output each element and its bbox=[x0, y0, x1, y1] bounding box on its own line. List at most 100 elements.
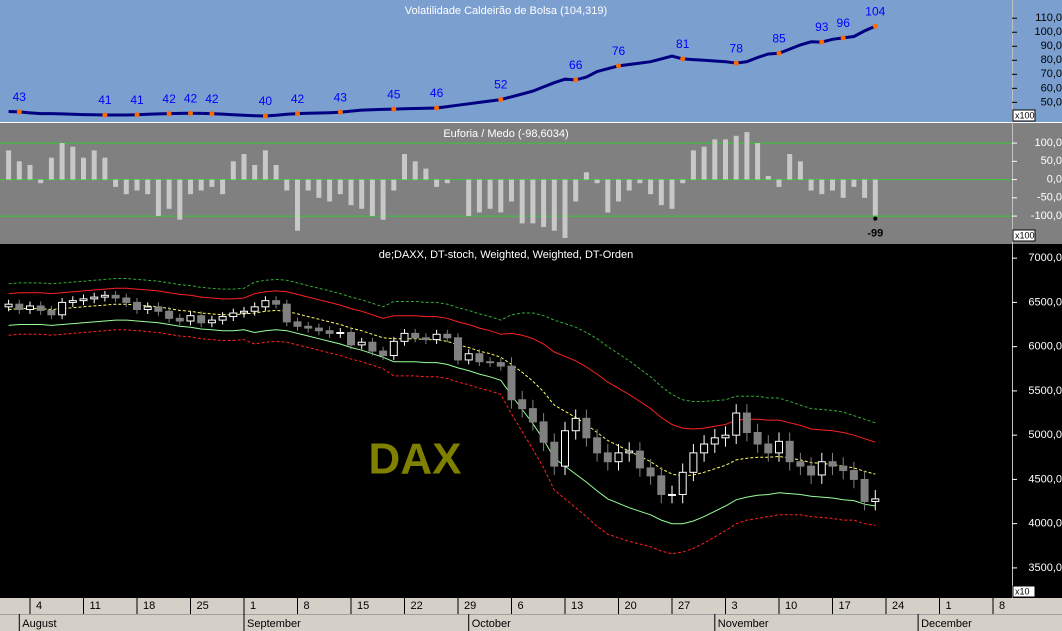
x-tick-label: 3 bbox=[732, 600, 738, 612]
candle-body bbox=[721, 434, 730, 439]
bar bbox=[573, 179, 579, 202]
x-tick-label: 8 bbox=[999, 600, 1005, 612]
bar bbox=[81, 157, 86, 180]
bar bbox=[723, 139, 728, 180]
candle-body bbox=[68, 300, 77, 303]
candle-body bbox=[90, 296, 99, 300]
candle-body bbox=[240, 310, 248, 314]
candle-body bbox=[561, 430, 569, 467]
x-tick-label: 24 bbox=[892, 600, 904, 612]
bar bbox=[787, 154, 793, 180]
month-label: September bbox=[247, 618, 301, 630]
y-tick-label: 6000,0 bbox=[1028, 341, 1062, 353]
y-tick-label: 6500,0 bbox=[1028, 296, 1062, 308]
bar bbox=[391, 179, 397, 191]
bar bbox=[177, 179, 183, 220]
candle-body bbox=[710, 437, 719, 445]
x-tick-label: 27 bbox=[678, 600, 690, 612]
x-tick-label: 18 bbox=[143, 600, 155, 612]
bar bbox=[776, 179, 782, 187]
bar bbox=[241, 154, 247, 180]
x-tick-label: 10 bbox=[785, 600, 797, 612]
y-tick-label: 100,0 bbox=[1034, 26, 1062, 38]
bar bbox=[637, 179, 643, 184]
candle-body bbox=[796, 461, 805, 467]
scale-box bbox=[1012, 229, 1036, 242]
candle-body bbox=[678, 471, 687, 495]
bar bbox=[262, 150, 268, 180]
bar bbox=[583, 172, 589, 180]
value-marker bbox=[573, 77, 579, 83]
bar bbox=[487, 179, 493, 209]
candle-body bbox=[700, 443, 709, 454]
candle-body bbox=[454, 337, 462, 361]
y-tick-label: 5500,0 bbox=[1028, 385, 1062, 397]
bar bbox=[434, 179, 440, 187]
candle-body bbox=[36, 305, 45, 311]
value-marker bbox=[840, 35, 846, 41]
y-tick-label: 7000,0 bbox=[1028, 252, 1062, 264]
bar bbox=[359, 179, 365, 209]
candle-body bbox=[207, 319, 216, 324]
bar bbox=[530, 179, 536, 224]
bar bbox=[316, 179, 322, 198]
value-marker bbox=[498, 97, 504, 103]
band-line bbox=[8, 278, 876, 424]
bar bbox=[851, 179, 857, 187]
y-tick-label: 80,0 bbox=[1041, 54, 1062, 66]
value-marker bbox=[872, 23, 878, 29]
candle-body bbox=[668, 493, 676, 496]
value-marker bbox=[134, 112, 140, 118]
bar bbox=[134, 179, 140, 191]
bar bbox=[551, 179, 557, 231]
value-label: 81 bbox=[676, 37, 690, 51]
bar bbox=[102, 157, 108, 180]
bar bbox=[423, 168, 429, 180]
candle-body bbox=[400, 332, 409, 342]
value-label: 96 bbox=[837, 16, 851, 30]
bar bbox=[594, 179, 600, 184]
bar bbox=[59, 143, 65, 180]
value-marker bbox=[188, 110, 193, 116]
bar bbox=[48, 157, 54, 180]
candle-body bbox=[464, 353, 473, 361]
candle-body bbox=[785, 440, 794, 463]
x-tick-label: 25 bbox=[197, 600, 209, 612]
y-tick-label: 3500,0 bbox=[1028, 562, 1062, 574]
candle-body bbox=[175, 317, 184, 322]
bar bbox=[380, 179, 386, 220]
value-marker bbox=[819, 39, 825, 45]
candle-body bbox=[528, 408, 537, 423]
candle-body bbox=[133, 301, 141, 310]
value-marker bbox=[295, 111, 300, 117]
x-tick-label: 13 bbox=[571, 600, 583, 612]
bar bbox=[113, 179, 119, 187]
value-label: 52 bbox=[494, 78, 508, 92]
annotation: DAX bbox=[369, 435, 462, 484]
bar bbox=[765, 175, 771, 180]
candle-body bbox=[15, 303, 24, 310]
candle-body bbox=[186, 315, 195, 322]
bar bbox=[680, 179, 686, 184]
scale-box bbox=[1012, 109, 1036, 122]
chart-title: Euforia / Medo (-98,6034) bbox=[443, 128, 568, 140]
bar bbox=[498, 179, 504, 213]
bar bbox=[123, 179, 129, 195]
candle-body bbox=[582, 417, 591, 439]
bar bbox=[70, 146, 76, 180]
bar bbox=[840, 179, 846, 198]
y-tick-label: 110,0 bbox=[1035, 12, 1062, 24]
value-marker bbox=[262, 113, 268, 119]
candle-body bbox=[165, 310, 174, 319]
candle-body bbox=[411, 332, 420, 339]
scale-label: x10 bbox=[1015, 586, 1030, 596]
candle-body bbox=[154, 306, 163, 312]
candle-body bbox=[293, 321, 302, 327]
candle-body bbox=[421, 337, 430, 341]
candle-body bbox=[197, 315, 206, 324]
candle-body bbox=[635, 450, 644, 469]
value-marker bbox=[102, 112, 108, 118]
candle-body bbox=[539, 421, 548, 443]
bar bbox=[605, 179, 611, 213]
candle-body bbox=[849, 470, 858, 480]
